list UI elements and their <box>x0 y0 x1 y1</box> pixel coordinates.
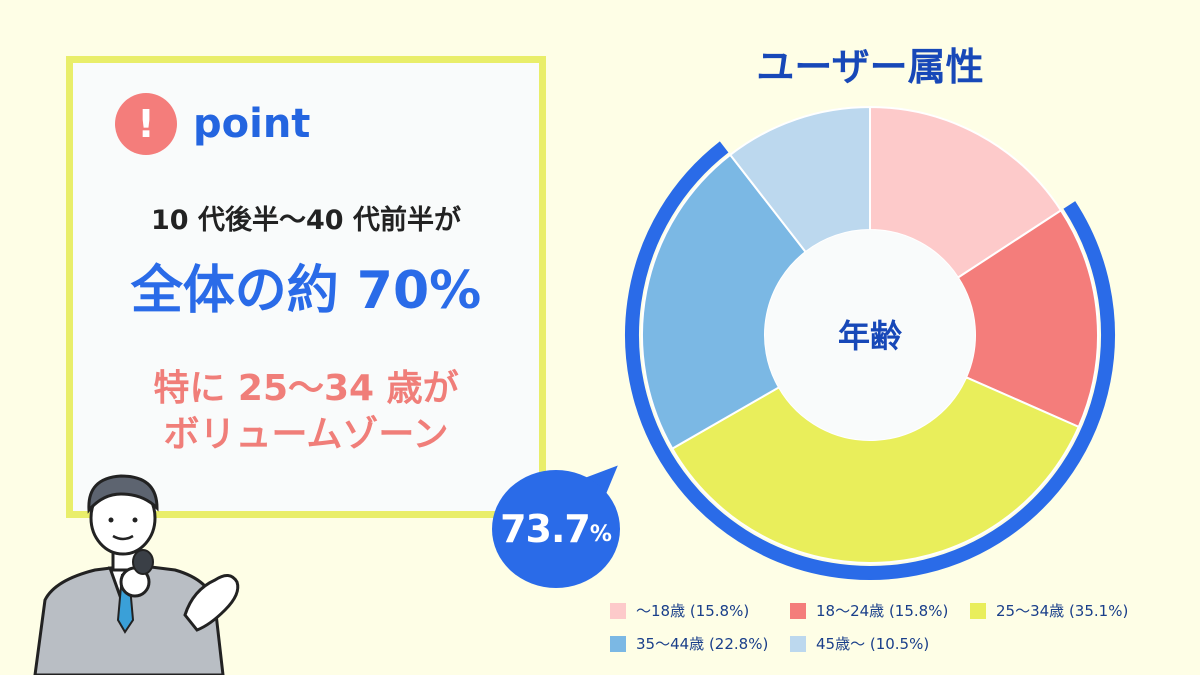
legend-item: 〜18歳 (15.8%) <box>610 600 790 621</box>
summary-line-3a: 特に 25〜34 歳が <box>153 368 459 409</box>
legend-item: 25〜34歳 (35.1%) <box>970 600 1170 621</box>
legend-swatch <box>790 635 806 652</box>
legend-label: 35〜44歳 (22.8%) <box>636 635 769 653</box>
summary-line-3: 特に 25〜34 歳が ボリュームゾーン <box>73 366 539 458</box>
highlight-value: 73.7 <box>500 507 591 551</box>
donut-center <box>765 230 975 440</box>
summary-line-1: 10 代後半〜40 代前半が <box>151 205 461 236</box>
highlight-bubble: 73.7% <box>492 470 620 588</box>
legend-item: 18〜24歳 (15.8%) <box>790 600 970 621</box>
legend-swatch <box>610 635 626 652</box>
summary-line-3b: ボリュームゾーン <box>163 414 449 455</box>
highlight-arc <box>625 141 1115 580</box>
legend-swatch <box>970 602 986 619</box>
donut-chart: 年齢 <box>625 105 1115 580</box>
legend-label: 45歳〜 (10.5%) <box>816 635 930 653</box>
exclamation-icon: ! <box>115 93 177 155</box>
legend-item: 35〜44歳 (22.8%) <box>610 633 790 654</box>
point-label: point <box>193 101 311 147</box>
presenter-illustration <box>33 474 240 675</box>
legend-swatch <box>790 602 806 619</box>
legend-label: 18〜24歳 (15.8%) <box>816 602 949 620</box>
point-box: ! point 10 代後半〜40 代前半が 全体の約 70% 特に 25〜34… <box>66 56 546 518</box>
legend-label: 〜18歳 (15.8%) <box>636 602 750 620</box>
legend-swatch <box>610 602 626 619</box>
legend-item: 45歳〜 (10.5%) <box>790 633 970 654</box>
summary-line-2: 全体の約 70% <box>130 261 482 321</box>
legend-label: 25〜34歳 (35.1%) <box>996 602 1129 620</box>
chart-title: ユーザー属性 <box>756 45 984 89</box>
highlight-unit: % <box>589 521 612 547</box>
point-header: ! point <box>115 93 310 155</box>
center-label: 年齢 <box>838 317 902 355</box>
legend: 〜18歳 (15.8%) 18〜24歳 (15.8%) 25〜34歳 (35.1… <box>610 600 1170 654</box>
